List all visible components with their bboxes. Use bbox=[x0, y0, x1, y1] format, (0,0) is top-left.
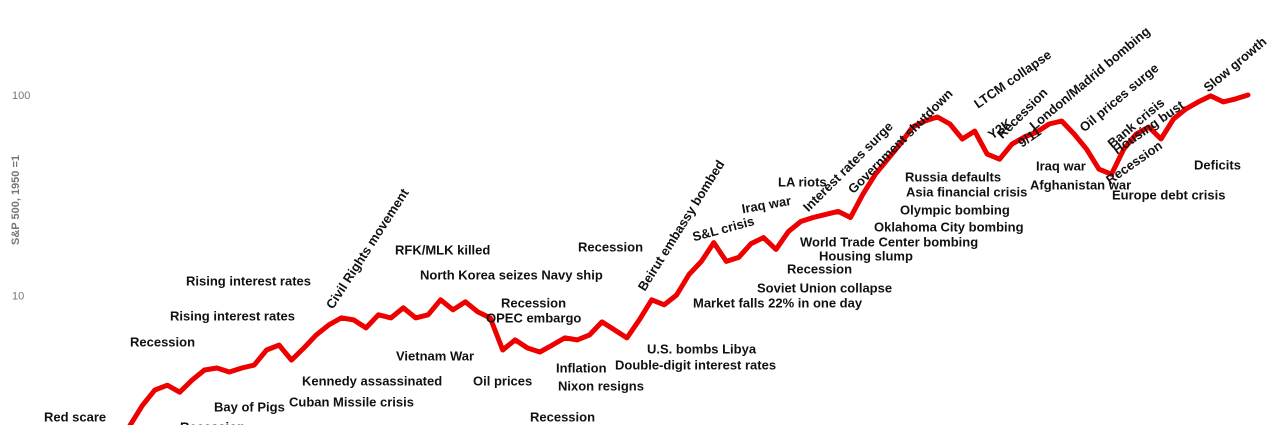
y-tick-label: 10 bbox=[12, 291, 24, 303]
annotation: Recession bbox=[501, 295, 566, 310]
annotation: Soviet Union collapse bbox=[757, 280, 892, 295]
annotation: LA riots bbox=[778, 174, 827, 189]
annotation: Recession bbox=[578, 239, 643, 254]
annotation: Europe debt crisis bbox=[1112, 187, 1225, 202]
line bbox=[127, 92, 1251, 425]
annotation: North Korea seizes Navy ship bbox=[420, 267, 603, 282]
annotation: Oil prices bbox=[473, 373, 532, 388]
annotation: Vietnam War bbox=[396, 348, 474, 363]
y-tick-label: 100 bbox=[12, 90, 30, 102]
annotation: Rising interest rates bbox=[186, 273, 311, 288]
annotation: Asia financial crisis bbox=[906, 184, 1027, 199]
annotation: Olympic bombing bbox=[900, 202, 1010, 217]
annotation: U.S. bombs Libya bbox=[647, 341, 757, 356]
annotation: Nixon resigns bbox=[558, 378, 644, 393]
annotation: Recession bbox=[530, 409, 595, 424]
annotation: Double-digit interest rates bbox=[615, 357, 776, 372]
annotation: Housing slump bbox=[819, 248, 913, 263]
annotation: Cuban Missile crisis bbox=[289, 394, 414, 409]
annotation: Inflation bbox=[556, 360, 607, 375]
annotation: Oklahoma City bombing bbox=[874, 219, 1024, 234]
annotation: Kennedy assassinated bbox=[302, 373, 442, 388]
y-axis-label: S&P 500, 1950 =1 bbox=[10, 155, 22, 245]
annotation: Red scare bbox=[44, 409, 106, 424]
annotation: Recession bbox=[787, 261, 852, 276]
annotation: Deficits bbox=[1194, 157, 1241, 172]
annotation: Iraq war bbox=[741, 193, 793, 216]
annotation: OPEC embargo bbox=[486, 310, 581, 325]
annotation: Recession bbox=[180, 419, 245, 425]
annotation: Iraq war bbox=[1036, 158, 1086, 173]
annotation: S&L crisis bbox=[691, 213, 756, 244]
annotation: Slow growth bbox=[1200, 34, 1269, 95]
annotation: Recession bbox=[130, 334, 195, 349]
annotation: RFK/MLK killed bbox=[395, 242, 490, 257]
annotation: Afghanistan war bbox=[1030, 177, 1131, 192]
annotation: Bay of Pigs bbox=[214, 399, 285, 414]
annotation: Russia defaults bbox=[905, 169, 1001, 184]
annotation: Rising interest rates bbox=[170, 308, 295, 323]
annotation: Market falls 22% in one day bbox=[693, 295, 863, 310]
annotation: World Trade Center bombing bbox=[800, 234, 978, 249]
